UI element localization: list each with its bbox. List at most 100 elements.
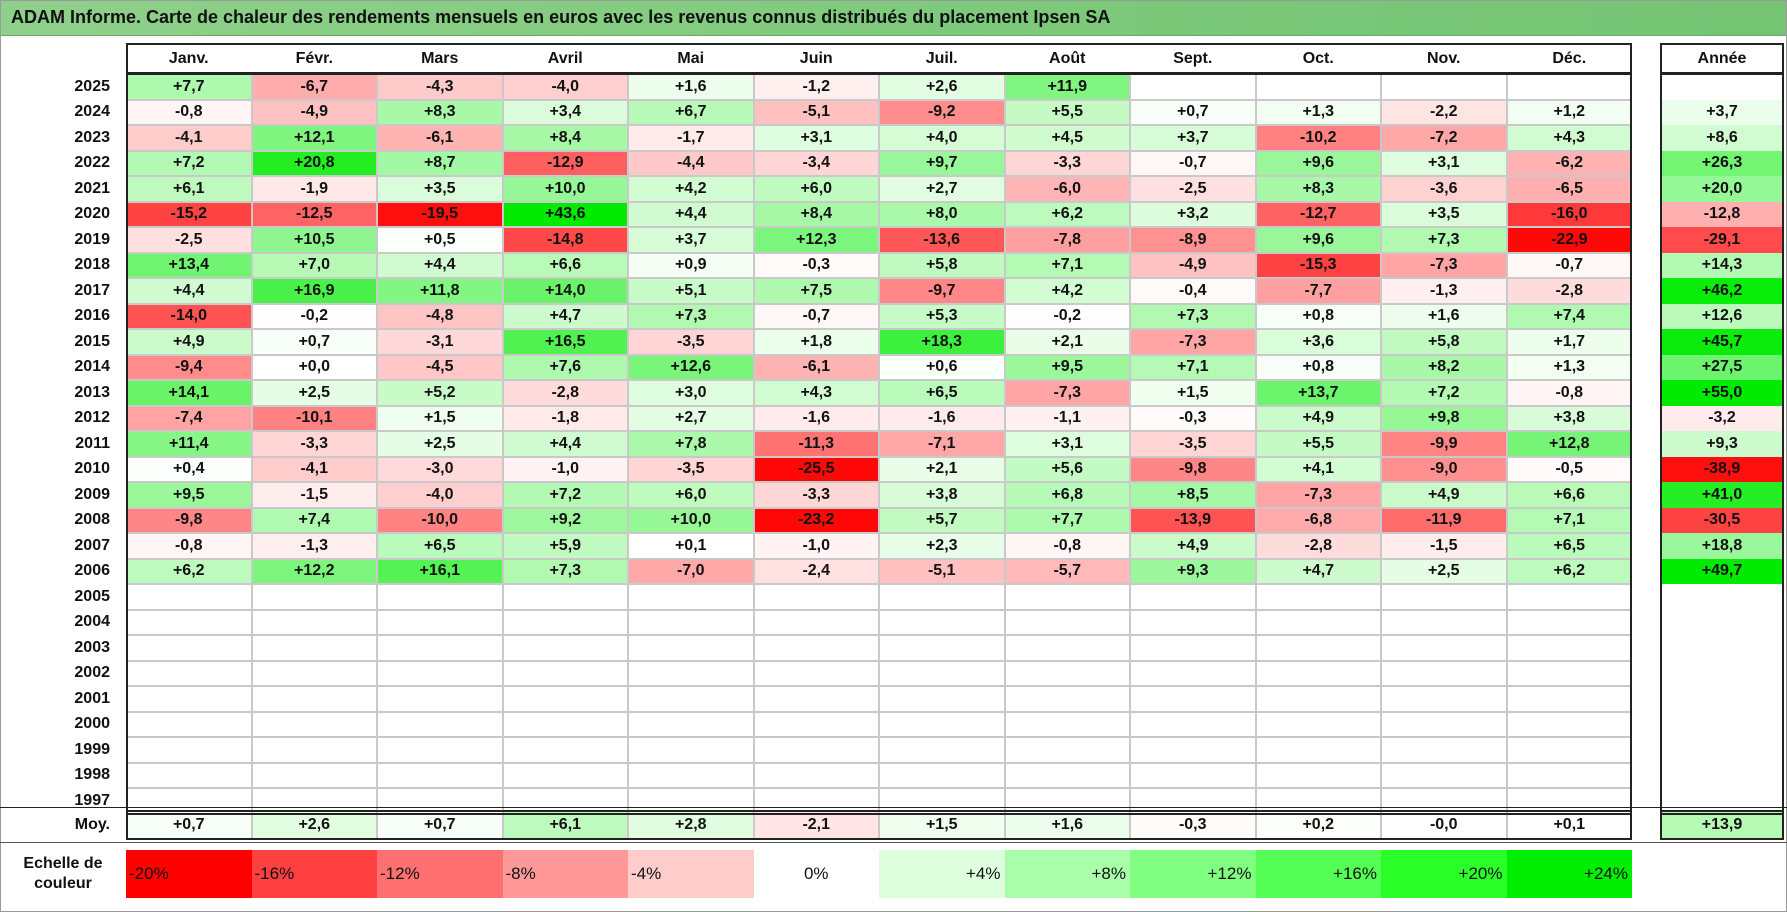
- heatmap-cell: [1130, 584, 1256, 610]
- color-scale-swatch: -8%: [502, 850, 628, 898]
- heatmap-cell: +1,7: [1506, 329, 1632, 355]
- heatmap-cell: [1130, 762, 1256, 788]
- heatmap-cell: -0,2: [1004, 303, 1130, 329]
- heatmap-cell: [1381, 788, 1507, 814]
- heatmap-cell: [1255, 584, 1381, 610]
- heatmap-cell: -3,3: [1004, 150, 1130, 176]
- heatmap-cell: +1,5: [1130, 380, 1256, 406]
- heatmap-cell: [377, 609, 503, 635]
- average-cell: +1,5: [879, 811, 1005, 839]
- heatmap-cell: [1506, 788, 1632, 814]
- heatmap-cell: +1,6: [628, 74, 754, 100]
- heatmap-cell: -0,7: [753, 303, 879, 329]
- year-label: 2024: [74, 103, 110, 121]
- heatmap-cell: +3,2: [1130, 201, 1256, 227]
- heatmap-cell: -4,0: [502, 74, 628, 100]
- heatmap-cell: +5,1: [628, 278, 754, 304]
- heatmap-cell: +5,5: [1255, 431, 1381, 457]
- heatmap-cell: [1004, 762, 1130, 788]
- color-scale-swatch: -20%: [126, 850, 252, 898]
- heatmap-cell: -3,1: [377, 329, 503, 355]
- month-header: Août: [1049, 50, 1086, 67]
- heatmap-cell: +6,7: [628, 99, 754, 125]
- heatmap-cell: [1130, 788, 1256, 814]
- heatmap-cell: [628, 686, 754, 712]
- heatmap-cell: -1,8: [502, 405, 628, 431]
- heatmap-cell: +4,9: [1255, 405, 1381, 431]
- heatmap-cell: [753, 584, 879, 610]
- heatmap-cell: [628, 660, 754, 686]
- heatmap-cell: +2,3: [879, 533, 1005, 559]
- heatmap-cell: [126, 609, 252, 635]
- annual-cell: +20,0: [1660, 176, 1784, 202]
- heatmap-cell: -3,5: [628, 329, 754, 355]
- heatmap-cell: -4,4: [628, 150, 754, 176]
- year-column-header: Année: [1697, 50, 1747, 67]
- heatmap-cell: [1130, 737, 1256, 763]
- heatmap-cell: [1004, 686, 1130, 712]
- heatmap-cell: -11,3: [753, 431, 879, 457]
- heatmap-cell: -2,5: [1130, 176, 1256, 202]
- year-label: 2012: [74, 409, 110, 427]
- month-header: Janv.: [168, 50, 209, 67]
- heatmap-cell: +9,6: [1255, 150, 1381, 176]
- heatmap-cell: +7,8: [628, 431, 754, 457]
- heatmap-cell: +7,5: [753, 278, 879, 304]
- annual-cell: -38,9: [1660, 456, 1784, 482]
- heatmap-cell: -9,4: [126, 354, 252, 380]
- month-header: Déc.: [1552, 50, 1587, 67]
- heatmap-cell: -5,1: [879, 558, 1005, 584]
- year-label: 2025: [74, 77, 110, 95]
- heatmap-cell: +1,6: [1381, 303, 1507, 329]
- annual-cell: -12,8: [1660, 201, 1784, 227]
- heatmap-cell: -1,6: [753, 405, 879, 431]
- heatmap-cell: -0,8: [126, 99, 252, 125]
- heatmap-cell: +6,1: [126, 176, 252, 202]
- heatmap-cell: -9,8: [126, 507, 252, 533]
- heatmap-cell: +2,1: [879, 456, 1005, 482]
- heatmap-cell: [251, 609, 377, 635]
- heatmap-cell: [628, 635, 754, 661]
- heatmap-cell: -6,2: [1506, 150, 1632, 176]
- heatmap-cell: [377, 660, 503, 686]
- heatmap-cell: -9,9: [1381, 431, 1507, 457]
- heatmap-cell: +7,7: [1004, 507, 1130, 533]
- heatmap-cell: [1506, 609, 1632, 635]
- heatmap-cell: +11,9: [1004, 74, 1130, 100]
- heatmap-cell: [1004, 635, 1130, 661]
- heatmap-cell: +3,8: [1506, 405, 1632, 431]
- heatmap-cell: -10,0: [377, 507, 503, 533]
- heatmap-cell: +1,3: [1255, 99, 1381, 125]
- heatmap-cell: +6,0: [628, 482, 754, 508]
- heatmap-cell: [1130, 74, 1256, 100]
- annual-cell: [1660, 635, 1784, 661]
- heatmap-cell: +12,3: [753, 227, 879, 253]
- heatmap-cell: [753, 762, 879, 788]
- heatmap-cell: [126, 584, 252, 610]
- heatmap-cell: [1004, 788, 1130, 814]
- heatmap-cell: -0,5: [1506, 456, 1632, 482]
- annual-cell: +27,5: [1660, 354, 1784, 380]
- heatmap-cell: +12,1: [251, 125, 377, 151]
- heatmap-cell: +6,0: [753, 176, 879, 202]
- heatmap-cell: +1,5: [377, 405, 503, 431]
- heatmap-cell: +4,7: [502, 303, 628, 329]
- heatmap-cell: +5,3: [879, 303, 1005, 329]
- annual-cell: +26,3: [1660, 150, 1784, 176]
- heatmap-cell: +11,8: [377, 278, 503, 304]
- heatmap-cell: [879, 762, 1005, 788]
- heatmap-cell: +5,7: [879, 507, 1005, 533]
- heatmap-cell: [502, 660, 628, 686]
- heatmap-cell: [377, 737, 503, 763]
- heatmap-cell: +3,5: [377, 176, 503, 202]
- heatmap-cell: +6,5: [879, 380, 1005, 406]
- average-cell: +1,6: [1004, 811, 1130, 839]
- heatmap-cell: [879, 660, 1005, 686]
- heatmap-cell: +0,8: [1255, 303, 1381, 329]
- heatmap-cell: +4,7: [1255, 558, 1381, 584]
- average-cell: +0,7: [377, 811, 503, 839]
- heatmap-cell: -0,2: [251, 303, 377, 329]
- heatmap-cell: -1,0: [753, 533, 879, 559]
- heatmap-cell: -0,3: [753, 252, 879, 278]
- heatmap-cell: [628, 609, 754, 635]
